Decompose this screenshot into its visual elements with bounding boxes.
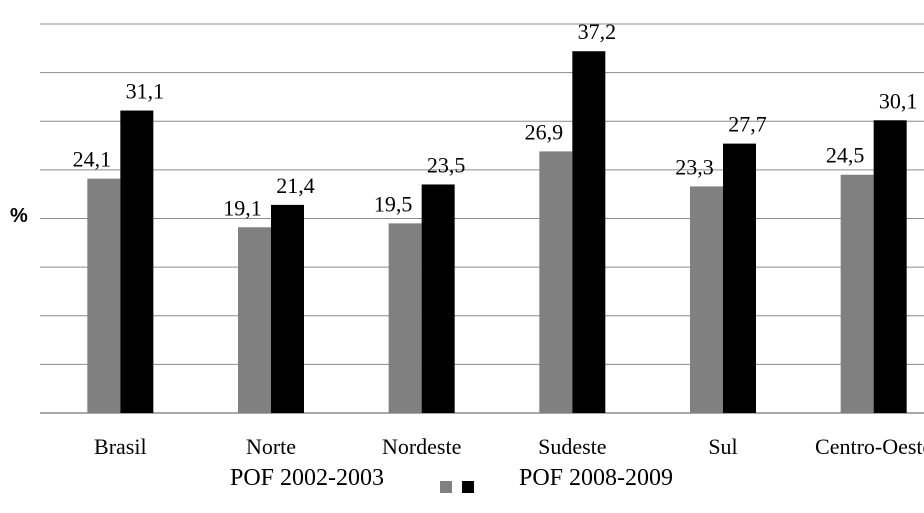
data-label-brasil-series-1: 31,1	[126, 79, 165, 104]
bar-centro-oeste-series-0	[840, 174, 874, 413]
data-label-centro-oeste-series-1: 30,1	[879, 88, 918, 113]
bar-norte-series-0	[238, 227, 271, 413]
bar-nordeste-series-1	[421, 184, 455, 413]
legend-swatch-pof-2002-2003	[440, 481, 452, 493]
bar-sudeste-series-0	[539, 151, 573, 413]
x-tick-label-norte: Norte	[246, 434, 296, 459]
data-label-sudeste-series-1: 37,2	[578, 19, 617, 44]
bar-brasil-series-1	[120, 110, 154, 414]
x-tick-label-centro-oeste: Centro-Oeste	[815, 434, 924, 459]
data-label-nordeste-series-0: 19,5	[374, 191, 413, 216]
legend-label-pof-2008-2009: POF 2008-2009	[519, 465, 674, 491]
data-label-brasil-series-0: 24,1	[73, 147, 112, 172]
legend-label-pof-2002-2003: POF 2002-2003	[230, 465, 385, 491]
bar-nordeste-series-0	[388, 223, 422, 413]
x-tick-label-nordeste: Nordeste	[382, 434, 461, 459]
y-axis-label: %	[10, 205, 28, 227]
data-label-nordeste-series-1: 23,5	[427, 152, 466, 177]
legend-swatch-pof-2008-2009	[462, 481, 474, 493]
legend: POF 2002-2003 POF 2008-2009	[0, 465, 924, 505]
bar-norte-series-1	[271, 204, 304, 413]
data-label-norte-series-1: 21,4	[276, 173, 315, 198]
bar-sul-series-1	[723, 143, 756, 413]
bar-sul-series-0	[690, 186, 723, 413]
bar-centro-oeste-series-1	[873, 120, 907, 413]
x-tick-label-sudeste: Sudeste	[538, 434, 606, 459]
bar-brasil-series-0	[87, 178, 121, 413]
bar-sudeste-series-1	[572, 51, 606, 413]
data-label-norte-series-0: 19,1	[223, 195, 262, 220]
data-label-sul-series-1: 27,7	[728, 112, 767, 137]
x-tick-label-brasil: Brasil	[94, 434, 147, 459]
data-label-sudeste-series-0: 26,9	[525, 119, 564, 144]
data-label-centro-oeste-series-0: 24,5	[826, 143, 865, 168]
data-label-sul-series-0: 23,3	[675, 154, 714, 179]
x-tick-label-sul: Sul	[708, 434, 737, 459]
